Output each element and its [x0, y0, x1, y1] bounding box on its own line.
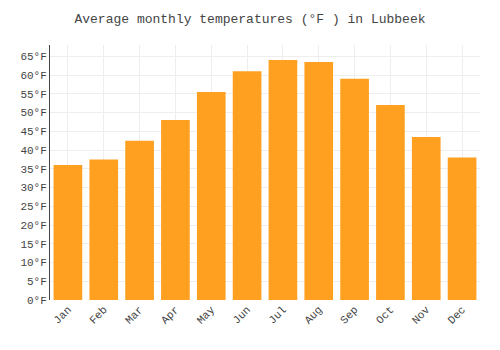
svg-text:Mar: Mar — [123, 304, 145, 326]
svg-text:15°F: 15°F — [20, 239, 46, 251]
svg-text:Nov: Nov — [410, 304, 433, 327]
svg-text:10°F: 10°F — [20, 257, 46, 269]
svg-text:50°F: 50°F — [20, 107, 46, 119]
svg-text:May: May — [195, 304, 218, 327]
svg-text:25°F: 25°F — [20, 201, 46, 213]
svg-text:Jun: Jun — [231, 304, 253, 326]
svg-text:5°F: 5°F — [27, 276, 47, 288]
svg-text:60°F: 60°F — [20, 70, 46, 82]
svg-text:Jul: Jul — [266, 304, 288, 326]
svg-text:35°F: 35°F — [20, 164, 46, 176]
svg-text:45°F: 45°F — [20, 126, 46, 138]
svg-text:Apr: Apr — [159, 304, 181, 326]
svg-text:Jan: Jan — [51, 304, 73, 326]
svg-text:20°F: 20°F — [20, 220, 46, 232]
svg-text:Oct: Oct — [374, 304, 396, 326]
svg-text:Sep: Sep — [338, 304, 360, 326]
svg-text:Feb: Feb — [87, 304, 109, 326]
svg-text:55°F: 55°F — [20, 89, 46, 101]
svg-text:Dec: Dec — [446, 304, 468, 326]
svg-text:30°F: 30°F — [20, 182, 46, 194]
svg-text:0°F: 0°F — [27, 295, 47, 307]
svg-text:40°F: 40°F — [20, 145, 46, 157]
svg-text:Aug: Aug — [302, 304, 324, 326]
svg-text:Average monthly temperatures (: Average monthly temperatures (°F ) in Lu… — [74, 12, 425, 27]
svg-text:65°F: 65°F — [20, 51, 46, 63]
